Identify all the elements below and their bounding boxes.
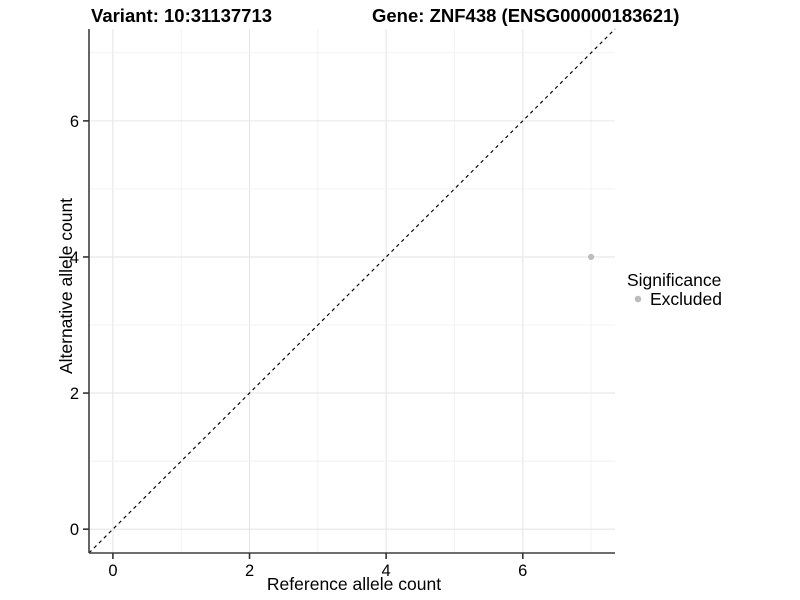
legend-title: Significance <box>627 270 721 290</box>
x-tick-label-2: 2 <box>245 562 254 580</box>
y-tick-label-0: 0 <box>70 521 79 539</box>
x-tick-label-6: 6 <box>518 562 527 580</box>
data-point-excluded-7-4 <box>587 253 595 261</box>
plot-panel: 0 2 4 6 0 2 4 6 <box>70 28 616 580</box>
y-tick-label-2: 2 <box>70 385 79 403</box>
y-tick-label-6: 6 <box>70 113 79 131</box>
x-tick-label-0: 0 <box>108 562 117 580</box>
plot-title-gene: Gene: ZNF438 (ENSG00000183621) <box>372 5 679 26</box>
legend: Excluded <box>634 289 722 309</box>
x-axis-label: Reference allele count <box>267 574 441 594</box>
x-tick-label-4: 4 <box>382 562 391 580</box>
identity-dashed-line <box>88 28 616 554</box>
plot-title-variant: Variant: 10:31137713 <box>91 5 272 26</box>
legend-key-dot-excluded <box>634 295 642 303</box>
y-tick-label-4: 4 <box>70 249 79 267</box>
legend-item-label-excluded: Excluded <box>650 289 722 309</box>
y-axis-label: Alternative allele count <box>56 198 76 374</box>
